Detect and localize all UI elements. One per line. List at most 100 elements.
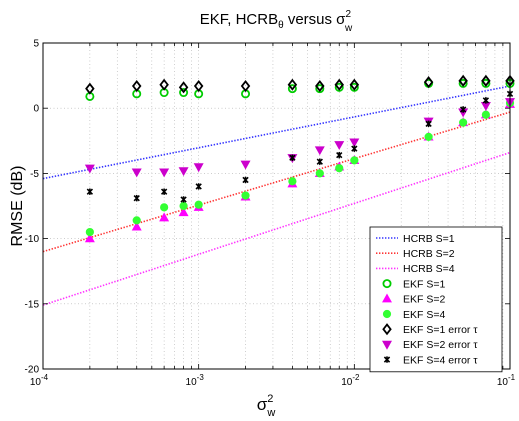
- x-axis-label: σ2 w: [257, 393, 276, 419]
- data-point: [351, 145, 358, 152]
- series-line-hcrb-s-4: [42, 151, 511, 306]
- series-line-hcrb-s-1: [42, 85, 511, 180]
- data-point: [240, 160, 251, 170]
- y-tick-label: -15: [25, 299, 40, 310]
- data-point: [334, 82, 344, 92]
- legend-entry: EKF S=4: [382, 309, 445, 321]
- legend-label: EKF S=2 error τ: [403, 339, 478, 351]
- data-point: [289, 154, 296, 161]
- data-point: [159, 168, 170, 178]
- data-point: [481, 110, 490, 119]
- x-tick-label: 10-4: [30, 373, 49, 388]
- legend-entry: HCRB S=4: [376, 263, 455, 275]
- data-point: [459, 106, 467, 113]
- data-point: [84, 164, 95, 174]
- series-ekf-s-1-error: [85, 74, 515, 95]
- data-point: [334, 141, 345, 151]
- legend-label: EKF S=4: [403, 309, 445, 321]
- legend-entry: HCRB S=1: [376, 233, 455, 245]
- data-point: [131, 79, 142, 93]
- data-point: [159, 78, 169, 91]
- data-point: [85, 227, 94, 237]
- chart-title: EKF, HCRBθ versus σ2 w: [200, 9, 353, 34]
- data-point: [350, 156, 359, 165]
- data-point: [85, 82, 95, 95]
- x-tick-label: 10-3: [186, 373, 205, 388]
- legend-label: EKF S=2: [403, 294, 445, 306]
- legend-swatch: [382, 323, 392, 336]
- data-point: [423, 76, 434, 89]
- y-tick-label: -20: [25, 365, 40, 376]
- y-tick-label: -10: [25, 234, 40, 245]
- data-point: [459, 118, 468, 127]
- y-tick-label: 0: [33, 104, 39, 115]
- data-point: [349, 82, 359, 92]
- legend-label: EKF S=4 error τ: [403, 354, 478, 366]
- data-point: [178, 167, 189, 177]
- data-point: [458, 74, 468, 87]
- data-point: [287, 84, 297, 94]
- data-point: [86, 188, 94, 195]
- legend-label: EKF S=1 error τ: [403, 324, 478, 336]
- data-point: [178, 207, 189, 217]
- data-point: [315, 84, 325, 94]
- legend-entry: EKF S=2 error τ: [382, 339, 478, 351]
- series-ekf-s-4-error: [86, 90, 514, 203]
- legend-entry: EKF S=1: [382, 278, 445, 290]
- legend-swatch: [382, 293, 392, 303]
- data-point: [481, 74, 491, 87]
- data-point: [458, 78, 468, 88]
- data-point: [131, 221, 142, 231]
- data-point: [193, 163, 204, 173]
- x-tick-label: 10-1: [497, 373, 516, 388]
- legend-entry: HCRB S=2: [376, 248, 455, 260]
- data-point: [241, 191, 250, 200]
- legend-label: HCRB S=2: [403, 248, 455, 260]
- legend-swatch: [382, 309, 392, 319]
- data-point: [349, 78, 360, 91]
- data-point: [334, 78, 344, 91]
- data-point: [424, 132, 433, 141]
- data-point: [316, 158, 323, 165]
- data-point: [159, 212, 170, 222]
- data-point: [179, 88, 189, 98]
- data-point: [133, 194, 140, 202]
- y-tick-label: 5: [33, 39, 39, 50]
- legend-label: EKF S=1: [403, 278, 445, 290]
- legend-label: HCRB S=4: [403, 263, 455, 275]
- data-point: [84, 233, 95, 243]
- legend-box: [369, 226, 503, 373]
- data-point: [315, 169, 324, 178]
- legend: HCRB S=1 HCRB S=2 HCRB S=4 EKF S=1 EKF S=2 EK…: [369, 226, 503, 373]
- data-point: [240, 79, 251, 93]
- legend-entry: EKF S=4 error τ: [383, 354, 478, 366]
- data-point: [482, 97, 490, 104]
- data-point: [336, 151, 343, 159]
- plot-frame: [42, 42, 511, 370]
- y-axis-label: RMSE (dB): [9, 166, 26, 247]
- data-point: [288, 177, 297, 186]
- data-point: [314, 146, 325, 156]
- data-point: [481, 78, 491, 88]
- legend-label: HCRB S=1: [403, 233, 455, 245]
- data-point: [242, 176, 249, 184]
- ekf-markers: [84, 74, 515, 243]
- data-point: [179, 201, 188, 211]
- data-point: [132, 216, 141, 225]
- legend-swatch: [383, 356, 391, 363]
- data-point: [178, 81, 189, 94]
- data-point: [180, 196, 187, 203]
- legend-entry: EKF S=1 error τ: [382, 323, 478, 336]
- legend-entry: EKF S=2: [382, 293, 445, 306]
- x-tick-label: 10-2: [341, 373, 360, 388]
- data-point: [131, 168, 142, 178]
- data-point: [425, 120, 432, 128]
- data-point: [315, 79, 325, 93]
- data-point: [349, 138, 360, 148]
- data-point: [335, 164, 344, 173]
- y-tick-label: -5: [30, 169, 39, 180]
- data-point: [195, 183, 202, 190]
- legend-swatch: [382, 340, 392, 350]
